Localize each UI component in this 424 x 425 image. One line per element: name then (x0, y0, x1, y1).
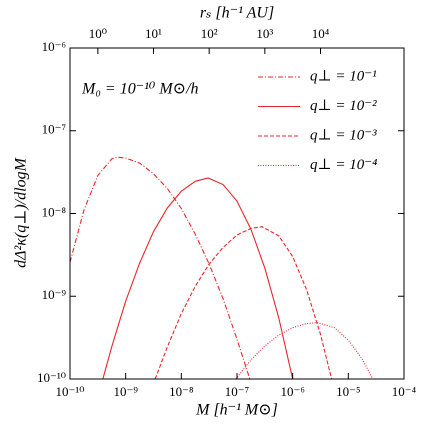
y-tick-label: 10⁻⁷ (42, 122, 66, 137)
annotation: M₀ = 10⁻¹⁰ M⊙/h (81, 81, 199, 98)
x-tick-label: 10⁻⁶ (280, 384, 304, 399)
legend-label: q⊥ = 10⁻² (310, 98, 377, 114)
x2-axis-label: rₛ [h⁻¹ AU] (200, 5, 274, 22)
x-tick-label: 10⁻⁴ (392, 384, 417, 399)
x-tick-label: 10⁻⁹ (113, 384, 138, 399)
x2-tick-label: 10³ (256, 26, 273, 41)
x2-tick-label: 10⁰ (89, 26, 107, 41)
data-line (102, 177, 294, 380)
y-tick-label: 10⁻⁸ (42, 204, 67, 219)
x-axis-label: M [h⁻¹ M⊙] (195, 402, 278, 419)
y-axis-label: dΔ²κ(q⊥)/dlogM (13, 156, 30, 267)
x2-tick-label: 10⁴ (312, 26, 330, 41)
legend-label: q⊥ = 10⁻¹ (310, 68, 377, 84)
x2-tick-label: 10¹ (145, 26, 162, 41)
legend-label: q⊥ = 10⁻³ (310, 127, 377, 143)
x2-tick-label: 10² (201, 26, 218, 41)
y-tick-label: 10⁻¹⁰ (37, 370, 66, 385)
data-line (235, 322, 374, 380)
legend-label: q⊥ = 10⁻⁴ (310, 157, 377, 173)
x-tick-label: 10⁻⁷ (225, 384, 249, 399)
data-line (69, 156, 251, 380)
x-tick-label: 10⁻⁸ (169, 384, 194, 399)
y-tick-label: 10⁻⁶ (42, 39, 66, 54)
data-line (154, 226, 333, 380)
x-tick-label: 10⁻¹⁰ (56, 384, 85, 399)
y-tick-label: 10⁻⁹ (42, 287, 67, 302)
x-tick-label: 10⁻⁵ (336, 384, 360, 399)
